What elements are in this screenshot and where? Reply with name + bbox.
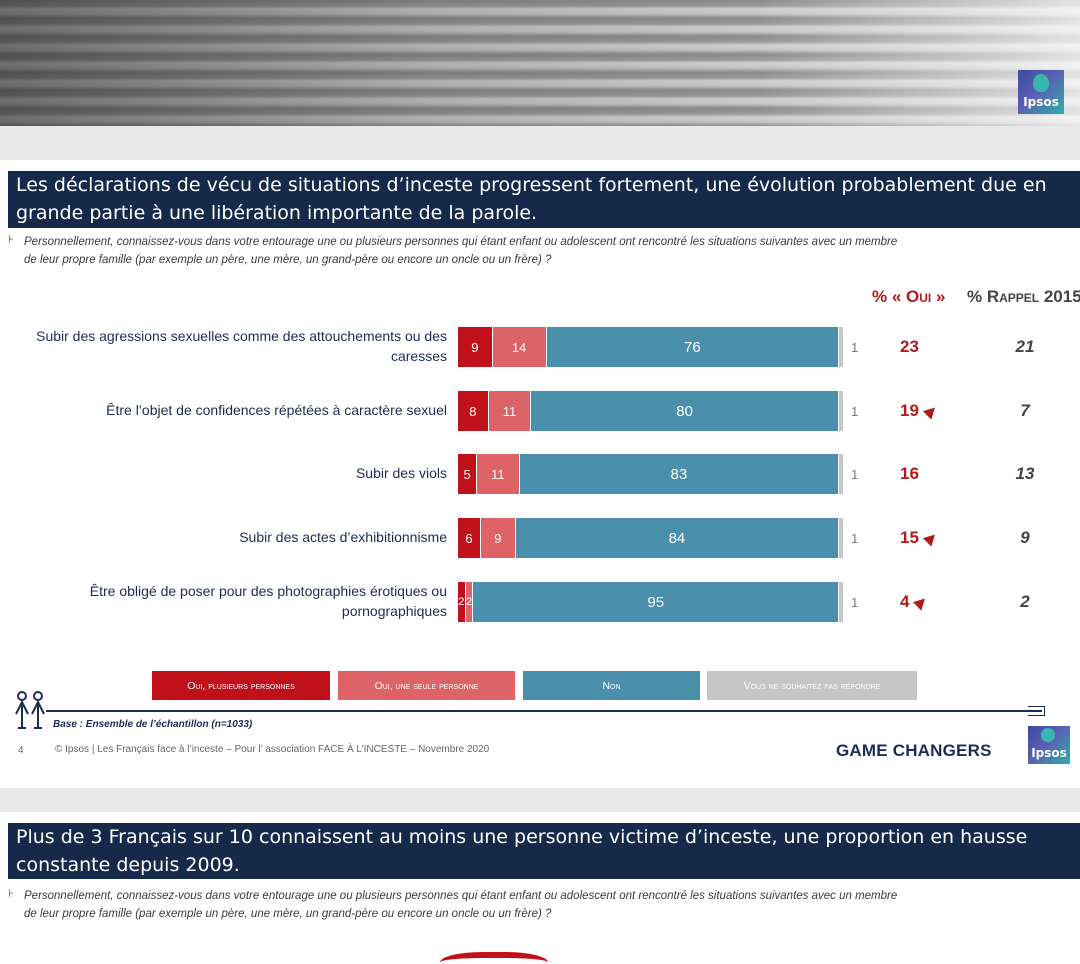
bar-segment: 80: [531, 391, 840, 431]
game-changers-brand: GAME CHANGERS: [836, 741, 992, 760]
category-label: Subir des actes d’exhibitionnisme: [239, 529, 447, 545]
oui-total: 4: [900, 592, 948, 612]
footer-copyright: © Ipsos | Les Français face à l’inceste …: [55, 744, 490, 755]
partial-big-number: [440, 952, 550, 964]
trend-up-icon: [922, 530, 940, 547]
slide-title: Les déclarations de vécu de situations d…: [8, 171, 1080, 228]
category-label: Être obligé de poser pour des photograph…: [89, 583, 447, 619]
photo-banner: Ipsos: [0, 0, 1080, 126]
category-label: Être l’objet de confidences répétées à c…: [106, 402, 447, 418]
bar-segment: [839, 391, 843, 431]
rappel-2015-value: 7: [1020, 401, 1030, 420]
column-header-rappel: % Rappel 2015: [967, 287, 1080, 306]
nsp-value-label: 1: [851, 404, 859, 419]
ipsos-logo-footer: Ipsos: [1028, 726, 1070, 764]
bar-segment: [839, 327, 843, 367]
question-text: Personnellement, connaissez-vous dans vo…: [24, 236, 898, 266]
question-text-2: Personnellement, connaissez-vous dans vo…: [24, 890, 898, 920]
nsp-value-label: 1: [851, 340, 859, 355]
column-header-oui: % « Oui »: [872, 287, 946, 306]
question-marker: ⊦: [8, 234, 14, 246]
base-note: Base : Ensemble de l’échantillon (n=1033…: [53, 719, 253, 730]
bar-row: 8 11 80: [458, 391, 848, 431]
bar-segment: 11: [488, 391, 532, 431]
bar-segment: [839, 518, 843, 558]
ipsos-logo: Ipsos: [1018, 70, 1064, 114]
oui-total: 16: [900, 464, 919, 483]
nsp-value-label: 1: [851, 467, 859, 482]
legend-non: Non: [523, 671, 700, 700]
bar-row: 5 11 83: [458, 454, 848, 494]
rappel-2015-value: 9: [1020, 528, 1030, 547]
rappel-2015-value: 13: [1015, 464, 1035, 483]
rappel-2015-value: 21: [1015, 337, 1035, 356]
bar-row: 9 14 76: [458, 327, 848, 367]
bar-segment: [839, 454, 843, 494]
oui-total: 23: [900, 337, 919, 356]
people-icon: [12, 690, 48, 732]
page-number: 4: [18, 745, 24, 756]
bar-segment: 11: [477, 454, 520, 494]
legend-oui-plusieurs: Oui, plusieurs personnes: [152, 671, 330, 700]
oui-total: 19: [900, 401, 948, 421]
bar-segment: 9: [481, 518, 516, 558]
trend-up-icon: [922, 403, 940, 420]
rappel-2015-value: 2: [1020, 592, 1030, 611]
bar-segment: 2: [465, 582, 474, 622]
bar-segment: [839, 582, 843, 622]
bar-segment: 8: [458, 391, 489, 431]
nsp-value-label: 1: [851, 595, 859, 610]
slide-2-title: Plus de 3 Français sur 10 connaissent au…: [8, 823, 1080, 879]
divider-end: [1028, 706, 1045, 716]
question-marker-2: ⊦: [8, 888, 14, 900]
bar-segment: 83: [519, 454, 840, 494]
legend-nsp: Vous ne souhaitez pas répondre: [707, 671, 917, 700]
trend-up-icon: [913, 594, 930, 611]
divider-line: [46, 710, 1042, 712]
bar-segment: 76: [546, 327, 840, 367]
legend-oui-une-seule: Oui, une seule personne: [338, 671, 515, 700]
bar-segment: 9: [458, 327, 493, 367]
category-label: Subir des agressions sexuelles comme des…: [36, 328, 447, 364]
bar-segment: 6: [458, 518, 482, 558]
nsp-value-label: 1: [851, 531, 859, 546]
bar-segment: 5: [458, 454, 478, 494]
bar-segment: 2: [458, 582, 466, 622]
bar-row: 6 9 84: [458, 518, 848, 558]
bar-segment: 95: [473, 582, 840, 622]
bar-segment: 84: [515, 518, 840, 558]
category-label: Subir des viols: [355, 465, 447, 481]
bar-row: 2 2 95: [458, 582, 848, 622]
bar-segment: 14: [492, 327, 547, 367]
oui-total: 15: [900, 528, 948, 548]
